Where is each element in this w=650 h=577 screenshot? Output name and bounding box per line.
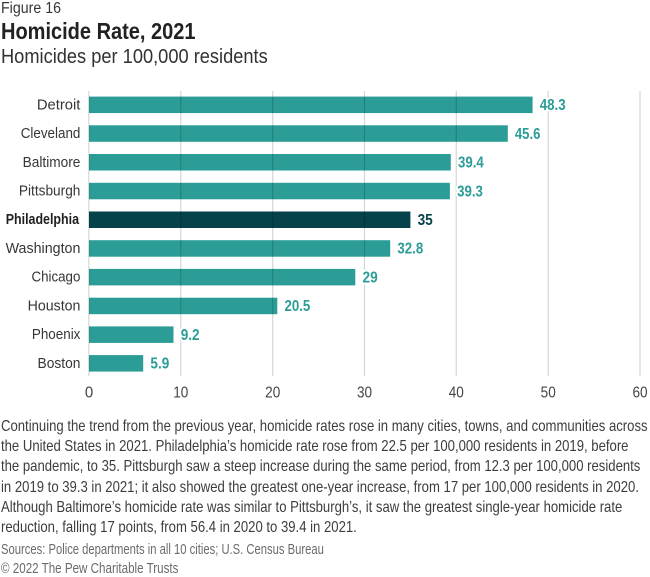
- svg-text:Washington: Washington: [6, 241, 81, 257]
- svg-text:40: 40: [449, 385, 464, 402]
- svg-text:9.2: 9.2: [181, 327, 200, 344]
- svg-text:39.3: 39.3: [457, 183, 483, 200]
- svg-text:35: 35: [418, 212, 433, 229]
- svg-text:Phoenix: Phoenix: [32, 326, 81, 343]
- svg-text:5.9: 5.9: [150, 356, 169, 373]
- svg-text:20: 20: [265, 385, 280, 402]
- svg-text:0: 0: [85, 384, 93, 401]
- svg-text:45.6: 45.6: [515, 126, 540, 143]
- svg-text:Cleveland: Cleveland: [21, 125, 81, 142]
- svg-text:32.8: 32.8: [397, 241, 423, 258]
- svg-text:Detroit: Detroit: [37, 97, 81, 113]
- svg-text:Houston: Houston: [28, 298, 81, 314]
- svg-text:Chicago: Chicago: [31, 268, 80, 285]
- svg-text:39.4: 39.4: [458, 155, 484, 172]
- svg-text:48.3: 48.3: [540, 97, 566, 114]
- svg-text:10: 10: [173, 385, 188, 402]
- svg-text:30: 30: [357, 385, 372, 402]
- svg-text:20.5: 20.5: [285, 298, 311, 315]
- svg-text:60: 60: [632, 385, 647, 402]
- svg-text:Boston: Boston: [38, 355, 81, 371]
- svg-text:Baltimore: Baltimore: [23, 153, 81, 169]
- svg-text:50: 50: [541, 385, 556, 402]
- svg-text:29: 29: [363, 270, 378, 287]
- svg-text:Philadelphia: Philadelphia: [6, 211, 80, 227]
- svg-text:Pittsburgh: Pittsburgh: [19, 182, 81, 198]
